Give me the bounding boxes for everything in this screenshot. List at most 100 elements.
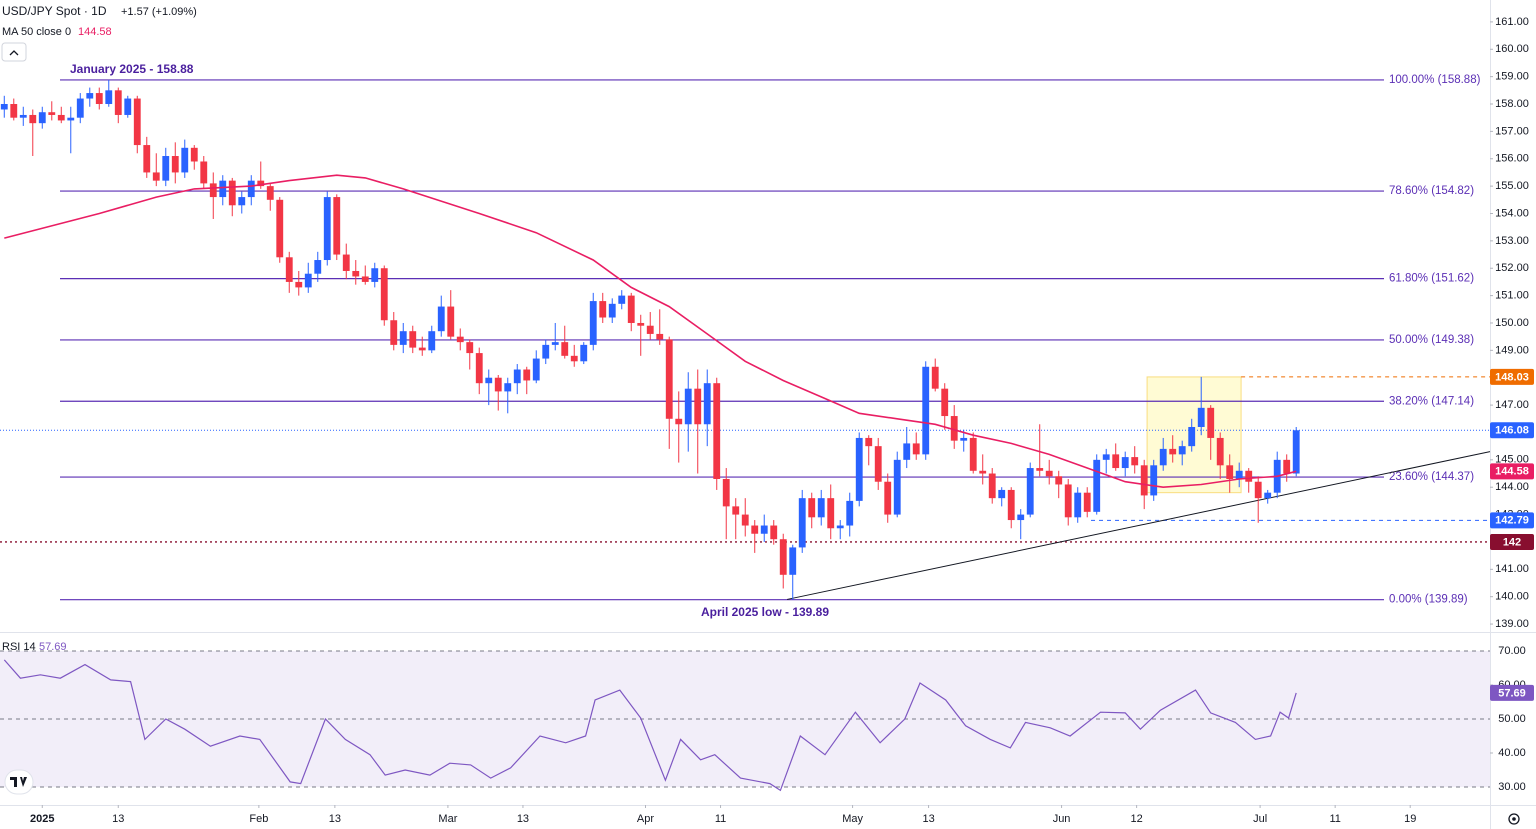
candle-body xyxy=(190,147,198,162)
candle-body xyxy=(779,539,787,575)
candle-body xyxy=(1226,465,1234,479)
y-tick-label: 149.00 xyxy=(1495,344,1529,356)
candle-body xyxy=(494,377,502,392)
ma-line xyxy=(4,174,1297,489)
candle-body xyxy=(143,145,151,173)
candle-body xyxy=(789,547,797,575)
candle-body xyxy=(1292,430,1300,474)
rsi-tick-label: 50.00 xyxy=(1498,713,1526,725)
highlight-box xyxy=(1146,376,1242,494)
candle-body xyxy=(428,331,436,351)
rsi-line xyxy=(3,659,1297,792)
y-tick-label: 159.00 xyxy=(1495,71,1529,83)
candle-body xyxy=(48,112,56,115)
level-tag: 142 xyxy=(1503,536,1521,548)
trendline xyxy=(786,451,1491,600)
candle-body xyxy=(827,498,835,529)
candle-body xyxy=(561,342,569,356)
candle-body xyxy=(1235,470,1243,479)
y-tick-label: 152.00 xyxy=(1495,262,1529,274)
candle-body xyxy=(1131,457,1139,466)
candle-body xyxy=(637,322,645,326)
rsi-tag-bg xyxy=(1490,684,1534,701)
candle-body xyxy=(1169,448,1177,455)
candle-body xyxy=(760,525,768,534)
annotation-april: April 2025 low - 139.89 xyxy=(701,605,829,619)
candle-body xyxy=(114,90,122,115)
y-tick-label: 156.00 xyxy=(1495,153,1529,165)
candle-body xyxy=(1140,465,1148,496)
candle-body xyxy=(1055,476,1063,485)
candle-body xyxy=(1093,459,1101,512)
candle-body xyxy=(884,481,892,515)
candle-body xyxy=(922,366,930,455)
ma-value: 144.58 xyxy=(78,26,112,38)
candle-body xyxy=(314,260,322,274)
x-tick-label: 13 xyxy=(329,813,341,825)
rsi-label: RSI 14 xyxy=(2,641,36,653)
candle-body xyxy=(950,416,958,441)
candle-body xyxy=(618,295,626,304)
candle-body xyxy=(513,369,521,384)
candle-body xyxy=(485,377,493,384)
x-tick-label: Apr xyxy=(637,813,654,825)
candle-body xyxy=(67,117,75,121)
candle-body xyxy=(1188,426,1196,447)
x-tick-label: 19 xyxy=(1404,813,1416,825)
candle-body xyxy=(713,383,721,479)
collapse-button[interactable] xyxy=(1,42,27,62)
y-tick-label: 147.00 xyxy=(1495,399,1529,411)
ma-label: MA 50 close 0 xyxy=(2,26,71,38)
candle-body xyxy=(380,268,388,321)
candle-body xyxy=(504,383,512,392)
candle-body xyxy=(732,506,740,515)
y-tick-label: 157.00 xyxy=(1495,125,1529,137)
main-layer xyxy=(0,79,1300,792)
candle-body xyxy=(1017,514,1025,521)
candle-body xyxy=(532,358,540,381)
candle-body xyxy=(76,98,84,118)
candle-body xyxy=(656,333,664,340)
candle-body xyxy=(1216,437,1224,466)
candle-body xyxy=(200,161,208,184)
candle-body xyxy=(266,186,274,200)
x-tick-label: 11 xyxy=(715,813,726,825)
candle-body xyxy=(1112,454,1120,469)
candle-body xyxy=(941,388,949,417)
x-tick-label: Jul xyxy=(1253,813,1267,825)
candle-body xyxy=(19,114,27,118)
level-tag: 142.79 xyxy=(1495,515,1529,527)
candle-body xyxy=(228,180,236,206)
candle-body xyxy=(1150,465,1158,496)
candle-body xyxy=(874,446,882,482)
candle-body xyxy=(390,320,398,345)
fib-label: 0.00% (139.89) xyxy=(1389,594,1468,606)
candle-body xyxy=(960,437,968,441)
candle-body xyxy=(371,268,379,282)
candle-body xyxy=(475,353,483,384)
y-tick-label: 160.00 xyxy=(1495,43,1529,55)
candle-body xyxy=(1083,492,1091,512)
candle-body xyxy=(1254,481,1262,499)
settings-button[interactable] xyxy=(1508,813,1520,825)
candle-body xyxy=(551,342,559,345)
candle-body xyxy=(741,514,749,526)
candle-body xyxy=(808,498,816,518)
candle-body xyxy=(523,369,531,381)
candle-body xyxy=(285,257,293,282)
candle-body xyxy=(979,470,987,474)
ma-tag-bg xyxy=(1490,463,1534,480)
fib-label: 100.00% (158.88) xyxy=(1389,74,1481,86)
candle-body xyxy=(580,344,588,362)
candle-body xyxy=(361,276,369,282)
rsi-tick-label: 30.00 xyxy=(1498,781,1526,793)
candle-body xyxy=(1036,468,1044,471)
candle-body xyxy=(447,306,455,337)
candle-body xyxy=(1007,489,1015,521)
y-tick-label: 151.00 xyxy=(1495,290,1529,302)
candle-body xyxy=(10,104,18,118)
candle-body xyxy=(542,344,550,359)
candle-body xyxy=(912,443,920,455)
tradingview-logo[interactable] xyxy=(4,769,34,795)
